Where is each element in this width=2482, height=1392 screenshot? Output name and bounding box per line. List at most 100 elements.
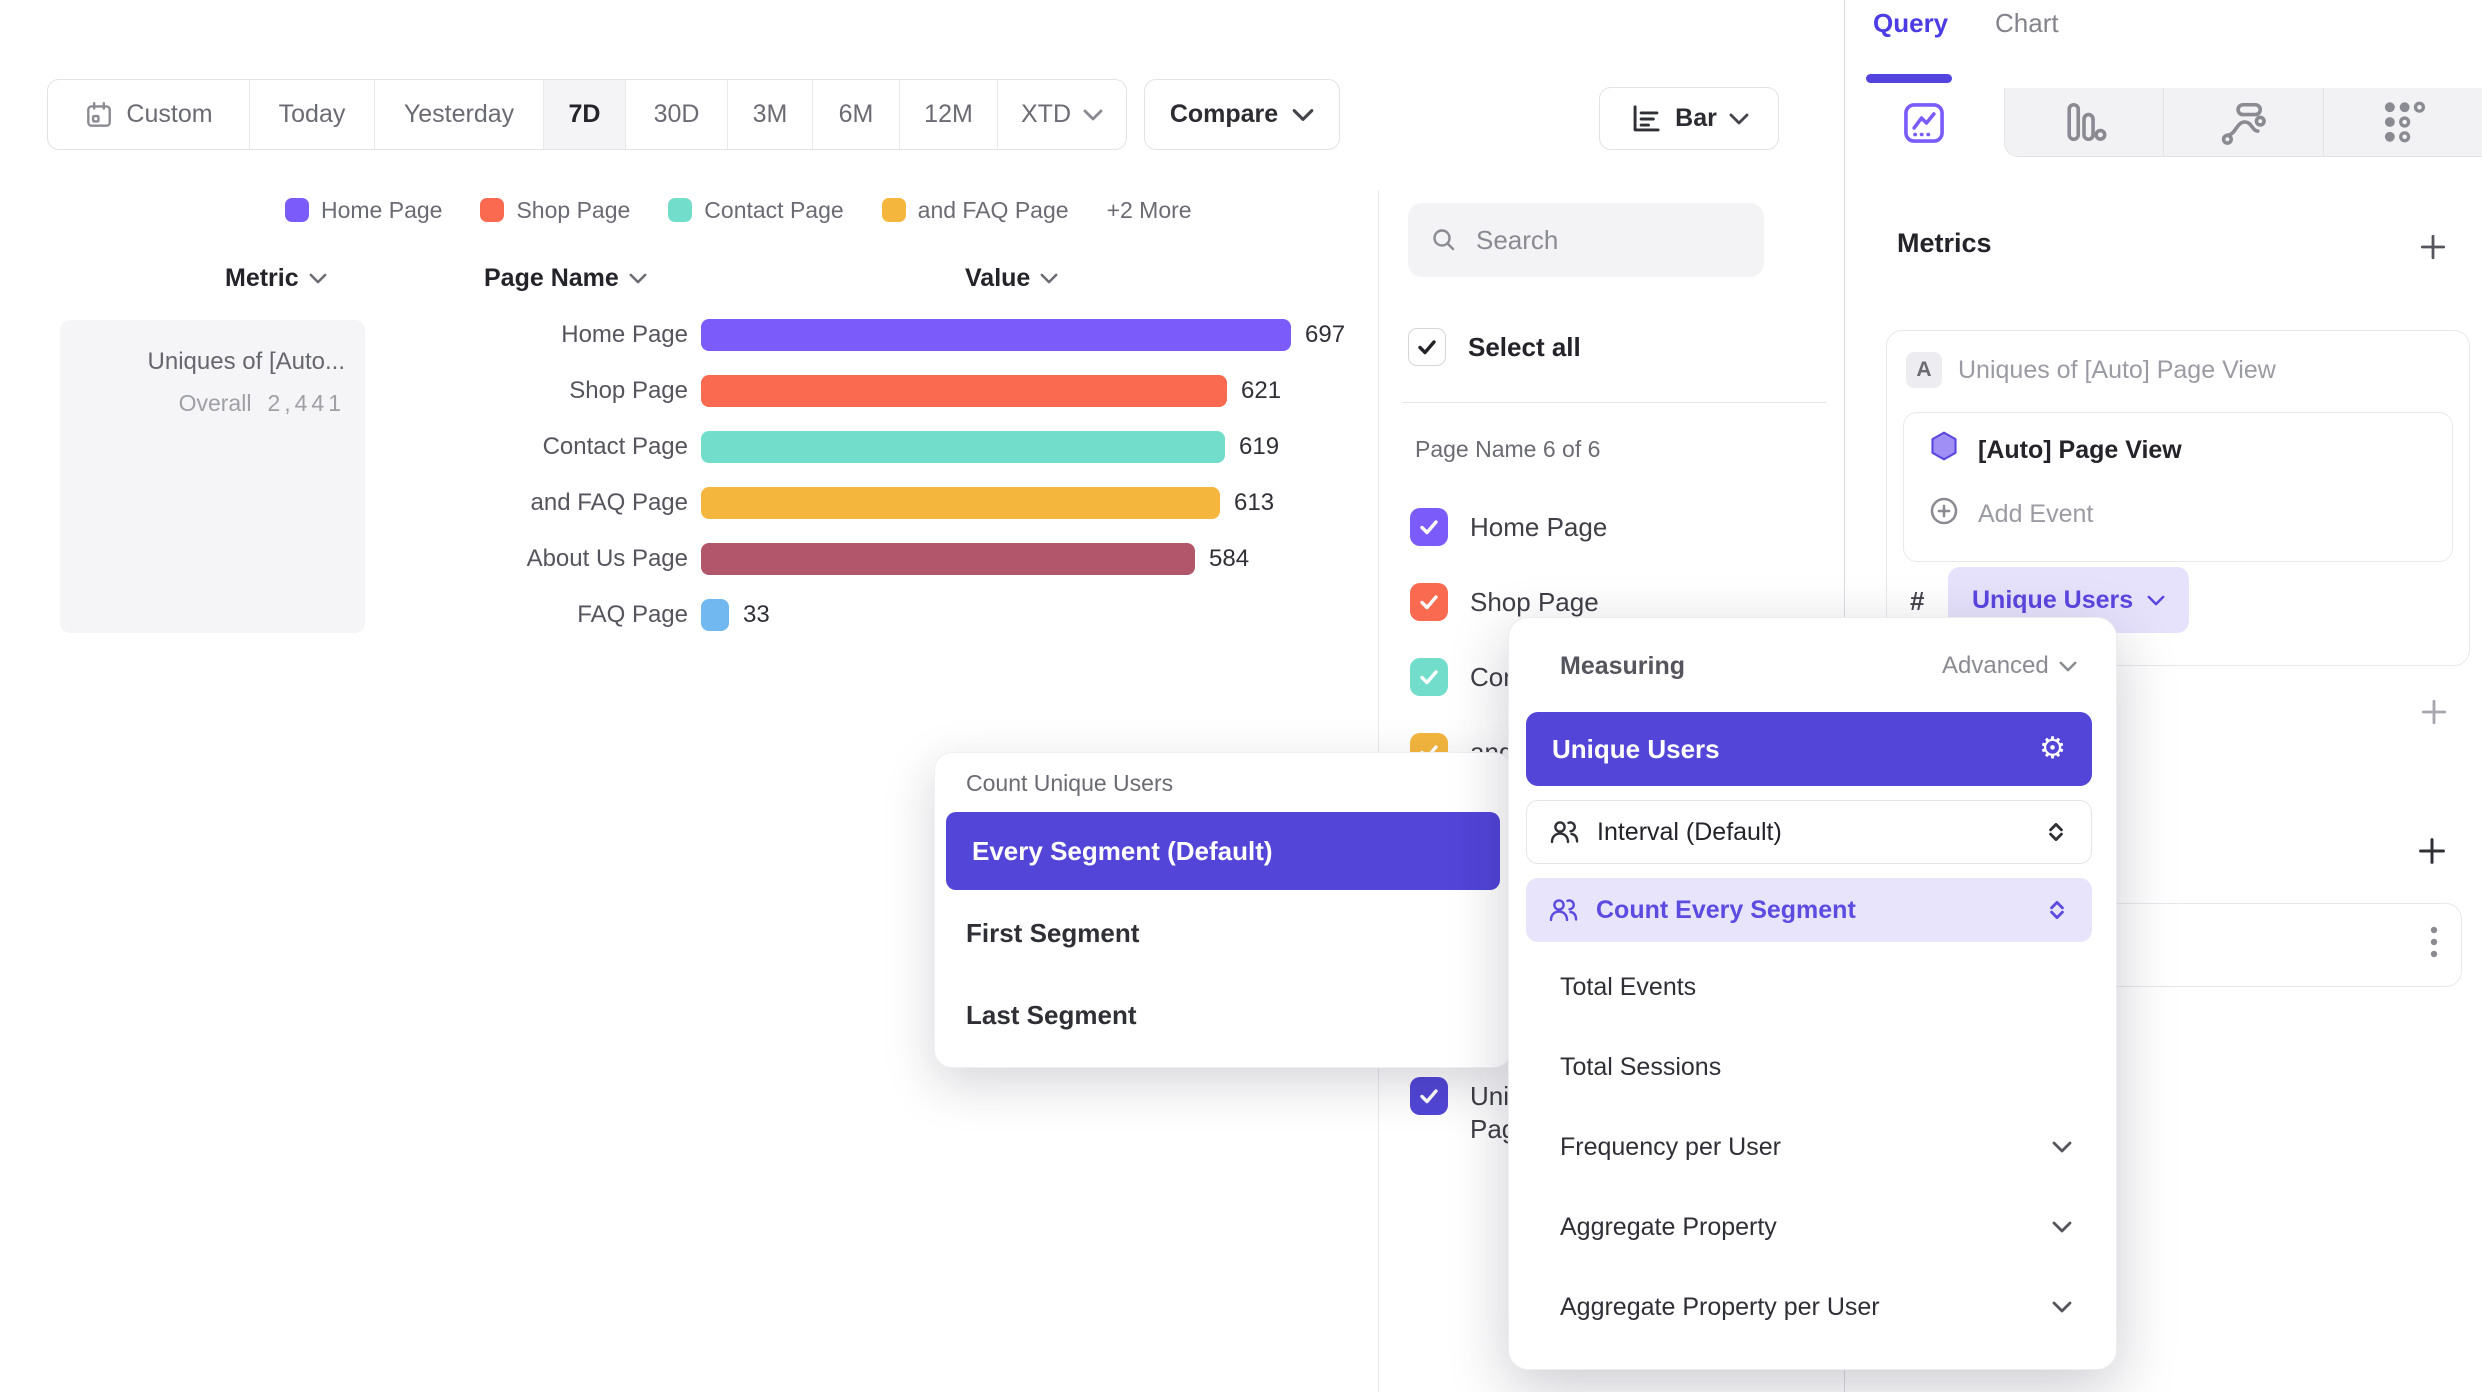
chevron-down-icon (2052, 1141, 2072, 1153)
tab-query[interactable]: Query (1873, 8, 1949, 38)
menu-item-every-segment[interactable]: Every Segment (Default) (946, 812, 1500, 890)
column-header-value[interactable]: Value (965, 263, 1058, 293)
column-header-page-name[interactable]: Page Name (484, 263, 647, 293)
overall-value: 2,441 (267, 390, 345, 416)
search-input[interactable] (1474, 223, 1742, 257)
date-range-7d[interactable]: 7D (544, 80, 626, 149)
segment-checkbox-home-page[interactable]: Home Page (1410, 508, 1607, 546)
add-breakdown-button[interactable] (2416, 835, 2448, 867)
advanced-dropdown[interactable]: Advanced (1942, 652, 2077, 680)
add-event-icon[interactable] (1928, 495, 1960, 527)
checkbox-label: Shop Page (1470, 587, 1599, 617)
bar-about-us-page[interactable] (701, 543, 1195, 575)
more-options-button[interactable] (2428, 925, 2440, 959)
menu-item-aggregate-property-per-user[interactable]: Aggregate Property per User (1560, 1271, 2072, 1343)
gear-icon[interactable]: ⚙ (2039, 731, 2066, 766)
report-tab-insights[interactable] (1845, 88, 2004, 157)
event-card (1903, 412, 2453, 562)
checkbox-icon (1410, 1077, 1448, 1115)
search-icon (1430, 226, 1458, 254)
updown-chevrons-icon (2043, 819, 2069, 845)
report-tab-flows[interactable] (2163, 88, 2323, 157)
date-range-label: 6M (838, 100, 874, 128)
metrics-section-title: Metrics (1897, 228, 1992, 258)
funnel-bars-icon (2061, 99, 2107, 145)
date-range-yesterday[interactable]: Yesterday (375, 80, 544, 149)
date-range-12m[interactable]: 12M (900, 80, 998, 149)
legend-swatch (668, 198, 693, 222)
plus-icon (2418, 232, 2448, 262)
active-tab-underline (1866, 74, 1952, 83)
add-event-label[interactable]: Add Event (1978, 500, 2094, 528)
checkbox-icon (1408, 328, 1446, 366)
chart-legend: Home Page Shop Page Contact Page and FAQ Pa… (285, 196, 1192, 224)
bar-value-label: 584 (1209, 545, 1250, 572)
legend-label: and FAQ Page (917, 196, 1069, 223)
date-range-6m[interactable]: 6M (813, 80, 900, 149)
date-range-3m[interactable]: 3M (728, 80, 813, 149)
updown-chevrons-icon (2044, 897, 2070, 923)
date-range-label: 7D (568, 100, 601, 128)
date-range-30d[interactable]: 30D (626, 80, 728, 149)
legend-more-button[interactable]: +2 More (1106, 196, 1192, 223)
menu-item-first-segment[interactable]: First Segment (966, 918, 1140, 948)
menu-item-label: Interval (Default) (1597, 817, 1782, 846)
menu-item-total-events[interactable]: Total Events (1560, 951, 2072, 1023)
counter-symbol: # (1910, 586, 1925, 616)
menu-item-frequency-per-user[interactable]: Frequency per User (1560, 1111, 2072, 1183)
menu-item-total-sessions[interactable]: Total Sessions (1560, 1031, 2072, 1103)
bar-contact-page[interactable] (701, 431, 1225, 463)
compare-button[interactable]: Compare (1144, 79, 1340, 150)
date-range-segmented-control: Custom Today Yesterday 7D 30D 3M 6M 12M XTD (47, 79, 1127, 150)
menu-item-interval-default-[interactable]: Interval (Default) (1526, 800, 2092, 864)
date-range-label: Today (278, 100, 346, 128)
column-header-metric[interactable]: Metric (225, 263, 327, 293)
legend-item-4[interactable]: and FAQ Page (881, 196, 1069, 224)
bar-and-faq-page[interactable] (701, 487, 1220, 519)
legend-item-3[interactable]: Contact Page (668, 197, 844, 224)
menu-item-count-every-segment[interactable]: Count Every Segment (1526, 878, 2092, 942)
date-range-label: 12M (924, 100, 973, 128)
menu-item-unique-users[interactable]: Unique Users ⚙ (1526, 712, 2092, 786)
chart-type-button[interactable]: Bar (1599, 87, 1779, 150)
advanced-label: Advanced (1942, 652, 2049, 679)
retention-dots-icon (2380, 99, 2426, 145)
flows-icon (2220, 99, 2267, 145)
date-range-label: 3M (752, 100, 788, 128)
add-metric-button[interactable] (2418, 232, 2448, 262)
metric-badge: A (1906, 352, 1942, 388)
legend-item-2[interactable]: Shop Page (480, 197, 630, 224)
menu-item-aggregate-property[interactable]: Aggregate Property (1560, 1191, 2072, 1263)
date-range-xtd[interactable]: XTD (998, 80, 1126, 149)
event-name[interactable]: [Auto] Page View (1978, 436, 2182, 464)
report-tab-funnel[interactable] (2003, 88, 2163, 157)
column-header-page-name-label: Page Name (484, 263, 619, 292)
chevron-down-icon (2052, 1221, 2072, 1233)
filter-divider (1402, 402, 1826, 403)
group-label: Page Name 6 of 6 (1415, 436, 1601, 462)
calendar-icon (84, 100, 114, 130)
bar-shop-page[interactable] (701, 375, 1227, 407)
metric-summary-card[interactable]: Uniques of [Auto... Overall 2,441 (60, 320, 365, 633)
chevron-down-icon (1040, 273, 1058, 284)
checkbox-label: Home Page (1470, 512, 1608, 542)
date-range-custom[interactable]: Custom (48, 80, 250, 149)
report-tab-retention[interactable] (2322, 88, 2482, 157)
tab-chart[interactable]: Chart (1995, 8, 2059, 38)
date-range-today[interactable]: Today (250, 80, 375, 149)
menu-item-last-segment[interactable]: Last Segment (966, 1000, 1137, 1030)
bar-home-page[interactable] (701, 319, 1291, 351)
metric-summary-overall: Overall 2,441 (179, 390, 345, 417)
bar-value-label: 619 (1239, 433, 1280, 460)
users-icon (1548, 897, 1578, 923)
select-all-checkbox[interactable]: Select all (1408, 328, 1581, 366)
bar-category-label: About Us Page (526, 545, 688, 572)
bar-faq-page[interactable] (701, 599, 729, 631)
segment-checkbox-shop-page[interactable]: Shop Page (1410, 583, 1599, 621)
metric-query-title: Uniques of [Auto] Page View (1958, 356, 2276, 384)
legend-item-1[interactable]: Home Page (285, 197, 442, 224)
overall-label: Overall (178, 390, 252, 416)
add-filter-button[interactable] (2419, 697, 2449, 727)
menu-item-label: Count Every Segment (1596, 895, 1856, 924)
column-header-metric-label: Metric (225, 263, 299, 292)
